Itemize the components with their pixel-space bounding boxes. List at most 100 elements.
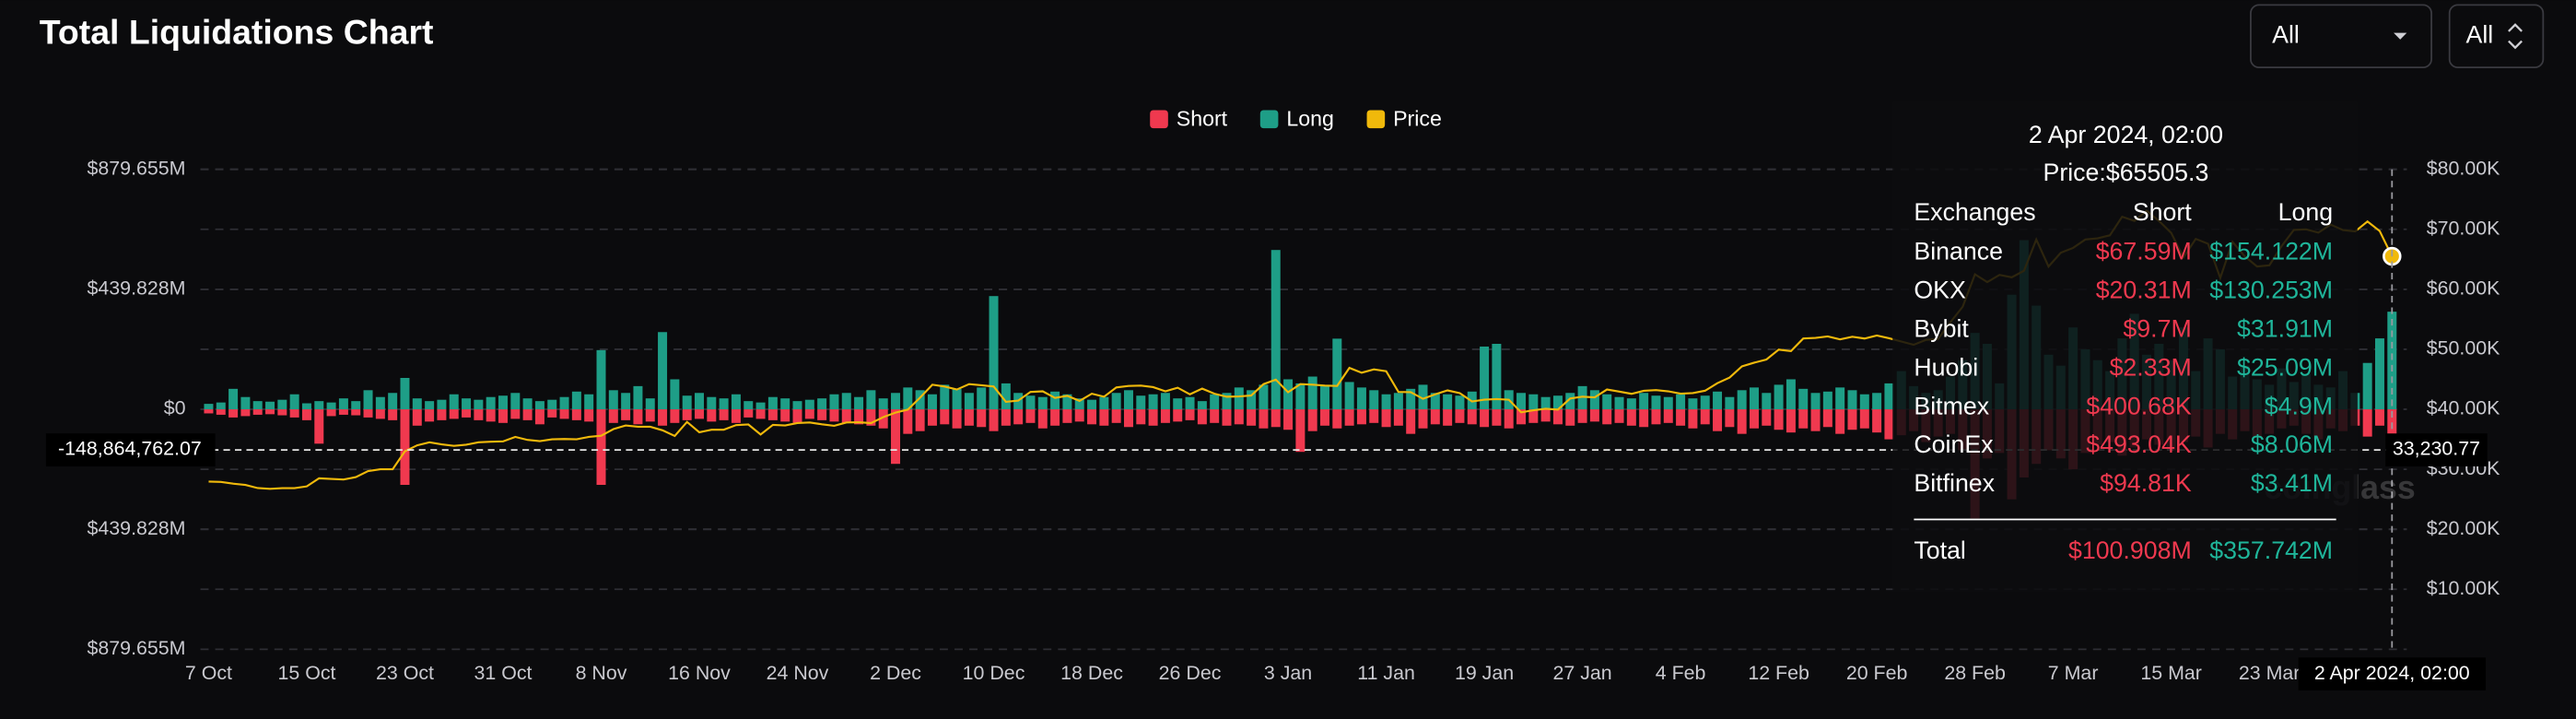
bar: [1798, 388, 1809, 410]
bar: [277, 409, 287, 416]
bar: [351, 409, 361, 416]
bar: [744, 401, 754, 410]
bar: [1247, 409, 1257, 426]
bar: [1713, 409, 1723, 431]
tooltip-total: $357.742M: [2209, 536, 2333, 564]
select-value[interactable]: All: [2466, 20, 2494, 48]
tooltip-cell: OKX: [1914, 277, 1966, 304]
legend-label: Price: [1393, 106, 1442, 130]
bar: [547, 409, 557, 418]
bar: [854, 409, 864, 425]
bar: [252, 401, 263, 410]
tooltip-cell: $493.04K: [2086, 430, 2192, 458]
bar: [1835, 387, 1845, 410]
bar: [1025, 395, 1036, 410]
bar: [927, 409, 937, 426]
bar: [621, 409, 631, 420]
y2-tick-label: $50.00K: [2427, 337, 2500, 360]
bar: [719, 409, 729, 420]
bar: [1467, 409, 1477, 425]
bar: [1602, 409, 1612, 425]
bar: [1822, 391, 1832, 410]
bar: [1626, 398, 1636, 410]
bar: [1737, 409, 1747, 434]
filter-dropdown[interactable]: All: [2250, 4, 2432, 69]
bar: [792, 401, 802, 410]
bar: [498, 409, 508, 423]
bar: [682, 395, 692, 410]
bar: [1406, 388, 1416, 410]
bar: [1504, 409, 1514, 429]
bar: [1884, 383, 1894, 410]
bar: [498, 395, 508, 410]
tooltip-cell: $31.91M: [2237, 315, 2333, 343]
bar: [425, 409, 435, 422]
bar: [1270, 409, 1281, 428]
bar: [1344, 409, 1354, 426]
bar: [1614, 409, 1624, 423]
bar: [204, 404, 214, 410]
bar: [866, 409, 876, 426]
bar: [1344, 382, 1354, 410]
tooltip-total: Total: [1914, 536, 1965, 564]
tooltip-cell: Bitfinex: [1914, 469, 1995, 497]
y2-tick-label: $20.00K: [2427, 517, 2500, 539]
bar: [289, 409, 299, 418]
bar: [1565, 409, 1575, 426]
bar: [1688, 398, 1698, 410]
bar: [1197, 409, 1207, 425]
x-tick-label: 10 Dec: [963, 662, 1025, 684]
bar: [1099, 409, 1109, 426]
bar: [351, 401, 361, 410]
dropdown-arrow: [2394, 32, 2407, 40]
bar: [1332, 409, 1342, 429]
bar: [1810, 393, 1821, 410]
bar: [1418, 384, 1428, 410]
bar: [1307, 376, 1317, 410]
bar: [1713, 391, 1723, 410]
bar: [2387, 312, 2397, 410]
legend: Short Long Price: [1150, 106, 1442, 130]
bar: [559, 409, 569, 419]
dropdown-box[interactable]: [2250, 4, 2432, 69]
bar: [817, 409, 827, 420]
bar: [1577, 409, 1587, 423]
y-tick-label: $879.655M: [88, 157, 186, 179]
bar: [314, 401, 324, 410]
select-box[interactable]: [2448, 4, 2545, 69]
bar: [1234, 409, 1244, 425]
bar: [510, 393, 521, 410]
bar: [755, 402, 766, 410]
bar: [338, 398, 348, 410]
tooltip-cell: $2.33M: [2110, 353, 2192, 381]
crosshair-y2-tag: [2385, 433, 2488, 466]
bar: [277, 399, 287, 410]
filter-select[interactable]: All: [2448, 4, 2545, 69]
bar: [707, 409, 717, 422]
bar: [989, 409, 999, 431]
y2-tick-label: $40.00K: [2427, 397, 2500, 419]
bar: [878, 398, 888, 410]
bar: [1197, 401, 1207, 410]
crosshair-x-label: 2 Apr 2024, 02:00: [2314, 662, 2470, 684]
bar: [1001, 383, 1011, 410]
bar: [1307, 409, 1317, 431]
crosshair-x-tag: [2298, 657, 2486, 690]
x-tick-label: 24 Nov: [767, 662, 829, 684]
bar: [1455, 395, 1465, 410]
bar: [363, 409, 373, 418]
bar: [1111, 409, 1121, 423]
bar: [682, 409, 692, 420]
bar: [767, 396, 778, 410]
tooltip-title: 2 Apr 2024, 02:00: [2029, 121, 2223, 148]
y2-tick-label: $10.00K: [2427, 577, 2500, 599]
bar: [658, 409, 668, 426]
dropdown-value[interactable]: All: [2272, 20, 2300, 48]
bar: [301, 409, 311, 420]
bar: [952, 388, 962, 410]
tooltip-box: [1892, 101, 2358, 592]
bar: [1356, 409, 1366, 425]
bar: [1589, 390, 1599, 410]
bar: [1552, 395, 1563, 410]
